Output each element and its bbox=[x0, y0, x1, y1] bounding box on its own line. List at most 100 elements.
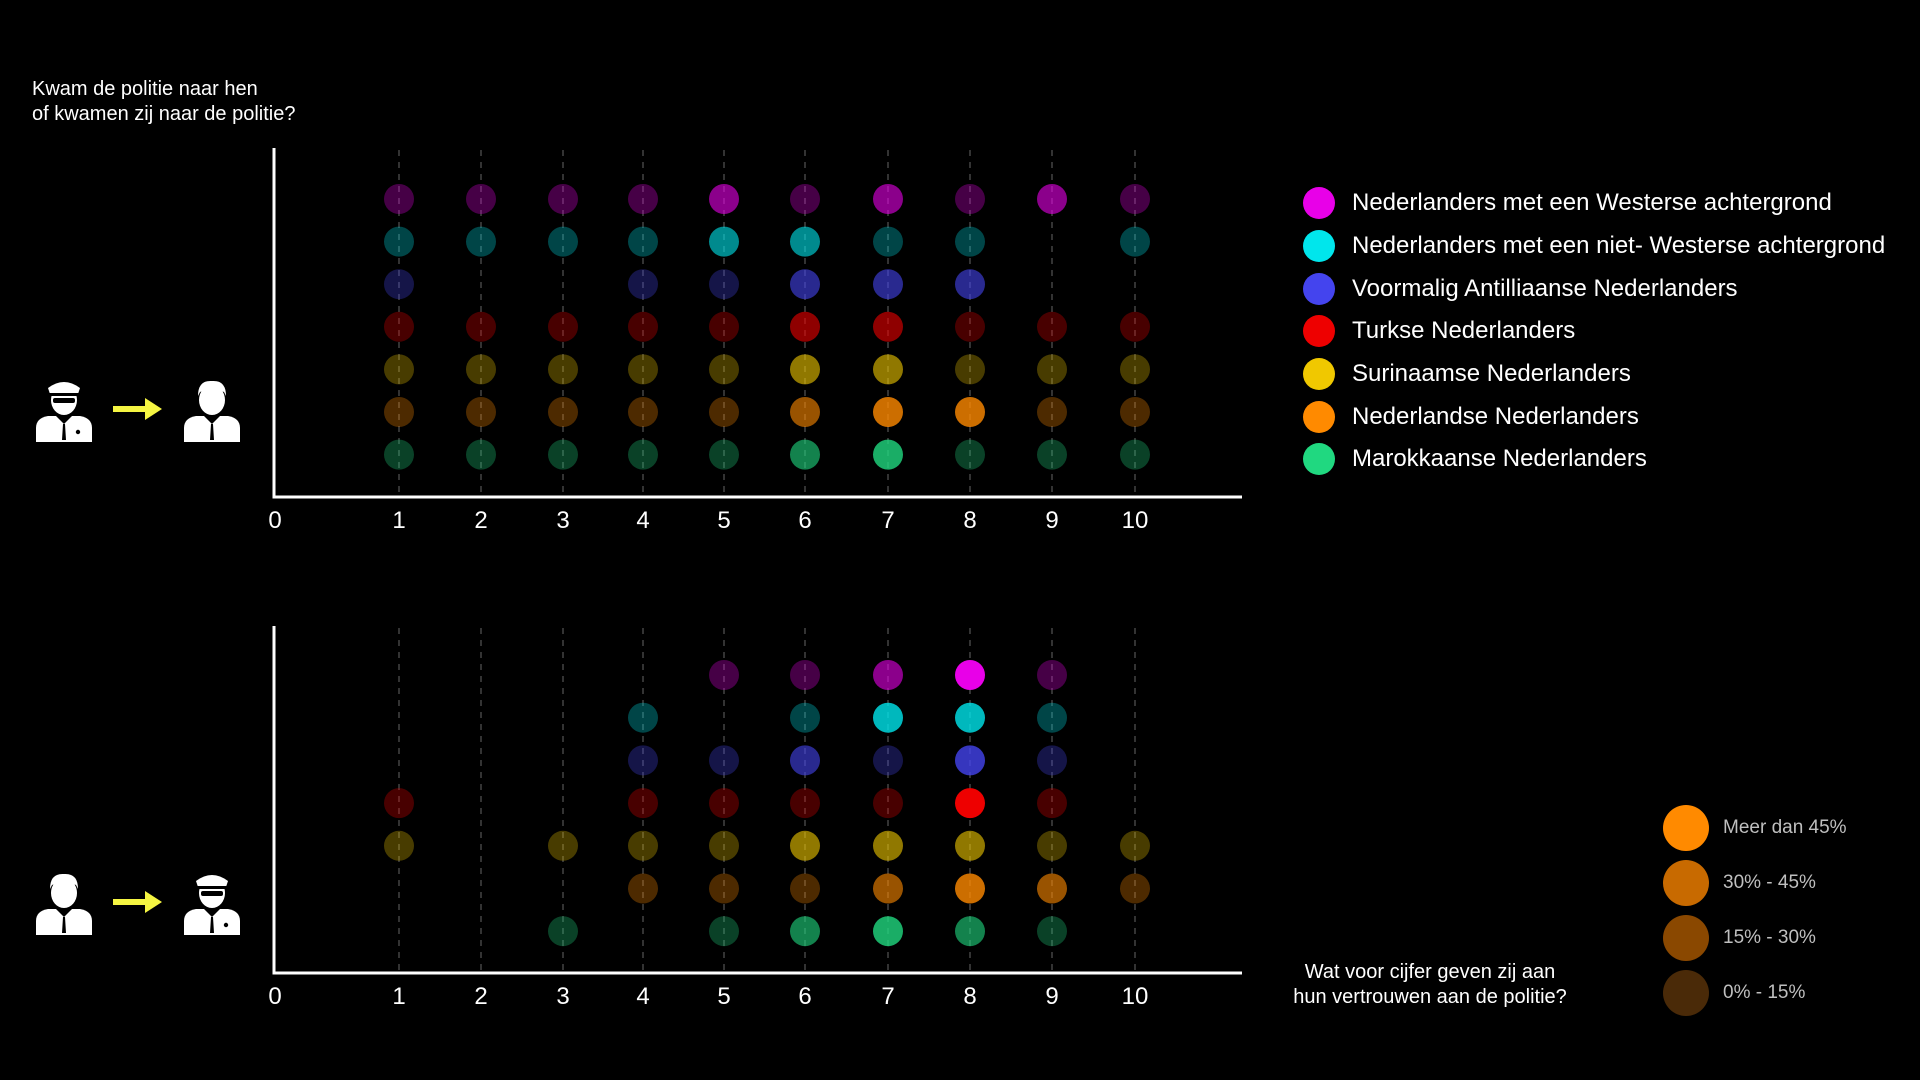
arrow-right-icon bbox=[113, 398, 162, 420]
data-dot bbox=[628, 184, 658, 214]
data-dot bbox=[1037, 830, 1067, 861]
legend-item: Turkse Nederlanders bbox=[1303, 310, 1885, 353]
legend-label: Voormalig Antilliaanse Nederlanders bbox=[1352, 274, 1738, 302]
data-dot bbox=[709, 311, 739, 342]
data-dot bbox=[955, 397, 985, 427]
data-dot bbox=[1120, 397, 1150, 427]
size-legend-label: 30% - 45% bbox=[1723, 871, 1816, 893]
data-dot bbox=[548, 354, 578, 385]
data-dot bbox=[384, 439, 414, 470]
icon-cap bbox=[48, 382, 80, 394]
data-dot bbox=[628, 311, 658, 342]
x-tick-label: 7 bbox=[881, 983, 894, 1010]
data-dot bbox=[709, 916, 739, 947]
data-dot bbox=[1037, 660, 1067, 690]
data-dot bbox=[384, 830, 414, 861]
data-dot bbox=[790, 311, 820, 342]
data-dot bbox=[955, 916, 985, 947]
size-legend-dot bbox=[1663, 914, 1709, 961]
data-dot bbox=[384, 269, 414, 300]
data-dot bbox=[873, 226, 903, 257]
citizen-icon bbox=[36, 873, 92, 935]
x-tick-label: 2 bbox=[474, 507, 487, 534]
data-dot bbox=[709, 873, 739, 904]
data-dot bbox=[709, 439, 739, 470]
size-legend-label: Meer dan 45% bbox=[1723, 816, 1847, 838]
data-dot bbox=[873, 873, 903, 904]
data-dot bbox=[628, 226, 658, 257]
question-top-line2: of kwamen zij naar de politie? bbox=[32, 103, 296, 125]
legend-dot bbox=[1303, 272, 1335, 305]
data-dot bbox=[873, 745, 903, 776]
x-tick-label: 9 bbox=[1045, 507, 1058, 534]
x-tick-label: 7 bbox=[881, 507, 894, 534]
data-dot bbox=[384, 184, 414, 214]
data-dot bbox=[790, 788, 820, 819]
icon-collar bbox=[56, 909, 72, 917]
police-officer-icon bbox=[36, 382, 92, 442]
x-tick-label: 6 bbox=[798, 983, 811, 1010]
data-dot bbox=[1120, 226, 1150, 257]
legend-dot bbox=[1303, 358, 1335, 391]
x-tick-label: 10 bbox=[1122, 983, 1149, 1010]
data-dot bbox=[466, 184, 496, 214]
legend-label: Marokkaanse Nederlanders bbox=[1352, 445, 1647, 473]
data-dot bbox=[548, 226, 578, 257]
data-dot bbox=[873, 830, 903, 861]
data-dot bbox=[873, 439, 903, 470]
data-dot bbox=[548, 439, 578, 470]
data-dot bbox=[548, 830, 578, 861]
legend-item: Nederlanders met een niet- Westerse acht… bbox=[1303, 225, 1885, 268]
data-dot bbox=[1120, 830, 1150, 861]
data-dot bbox=[628, 830, 658, 861]
data-dot bbox=[873, 269, 903, 300]
data-dot bbox=[1120, 354, 1150, 385]
arrow-shaft bbox=[113, 406, 147, 412]
data-dot bbox=[790, 269, 820, 300]
data-dot bbox=[1037, 354, 1067, 385]
data-dot bbox=[466, 226, 496, 257]
x-tick-label: 4 bbox=[636, 507, 649, 534]
size-legend-dot bbox=[1663, 969, 1709, 1016]
data-dot bbox=[790, 873, 820, 904]
data-dot bbox=[709, 745, 739, 776]
data-dot bbox=[1037, 702, 1067, 733]
data-dot bbox=[873, 702, 903, 733]
legend-item: Nederlandse Nederlanders bbox=[1303, 395, 1885, 438]
icon-head bbox=[51, 878, 77, 908]
legend-dot bbox=[1303, 400, 1335, 433]
data-dot bbox=[873, 660, 903, 690]
icon-tie bbox=[210, 424, 214, 440]
x-tick-label: 5 bbox=[717, 507, 730, 534]
x-tick-label: 2 bbox=[474, 983, 487, 1010]
data-dot bbox=[955, 354, 985, 385]
arrow-head bbox=[145, 398, 162, 420]
data-dot bbox=[955, 269, 985, 300]
legend-dot bbox=[1303, 443, 1335, 476]
legend-label: Nederlanders met een Westerse achtergron… bbox=[1352, 189, 1832, 217]
legend-item: Voormalig Antilliaanse Nederlanders bbox=[1303, 267, 1885, 310]
data-dot bbox=[709, 354, 739, 385]
icons-bottom bbox=[36, 873, 240, 935]
police-officer-icon bbox=[184, 875, 240, 935]
x-tick-label: 6 bbox=[798, 507, 811, 534]
question-bottom-line1: Wat voor cijfer geven zij aan bbox=[1304, 961, 1556, 983]
data-dot bbox=[466, 439, 496, 470]
data-dot bbox=[1120, 873, 1150, 904]
icon-cap-band bbox=[49, 393, 79, 396]
size-legend-item: Meer dan 45% bbox=[1663, 800, 1847, 855]
chart-bottom: 0 1 2 3 4 5 6 7 8 9 10 bbox=[268, 626, 1242, 1010]
x-tick-label: 8 bbox=[963, 507, 976, 534]
data-dot bbox=[466, 397, 496, 427]
data-dot bbox=[709, 660, 739, 690]
data-dot bbox=[628, 873, 658, 904]
size-legend-label: 15% - 30% bbox=[1723, 926, 1816, 948]
data-dot bbox=[955, 660, 985, 690]
data-dot bbox=[548, 184, 578, 214]
x-tick-label: 3 bbox=[556, 507, 569, 534]
x-tick-label: 10 bbox=[1122, 507, 1149, 534]
data-dot bbox=[628, 439, 658, 470]
x-tick-label: 9 bbox=[1045, 983, 1058, 1010]
data-dot bbox=[709, 788, 739, 819]
